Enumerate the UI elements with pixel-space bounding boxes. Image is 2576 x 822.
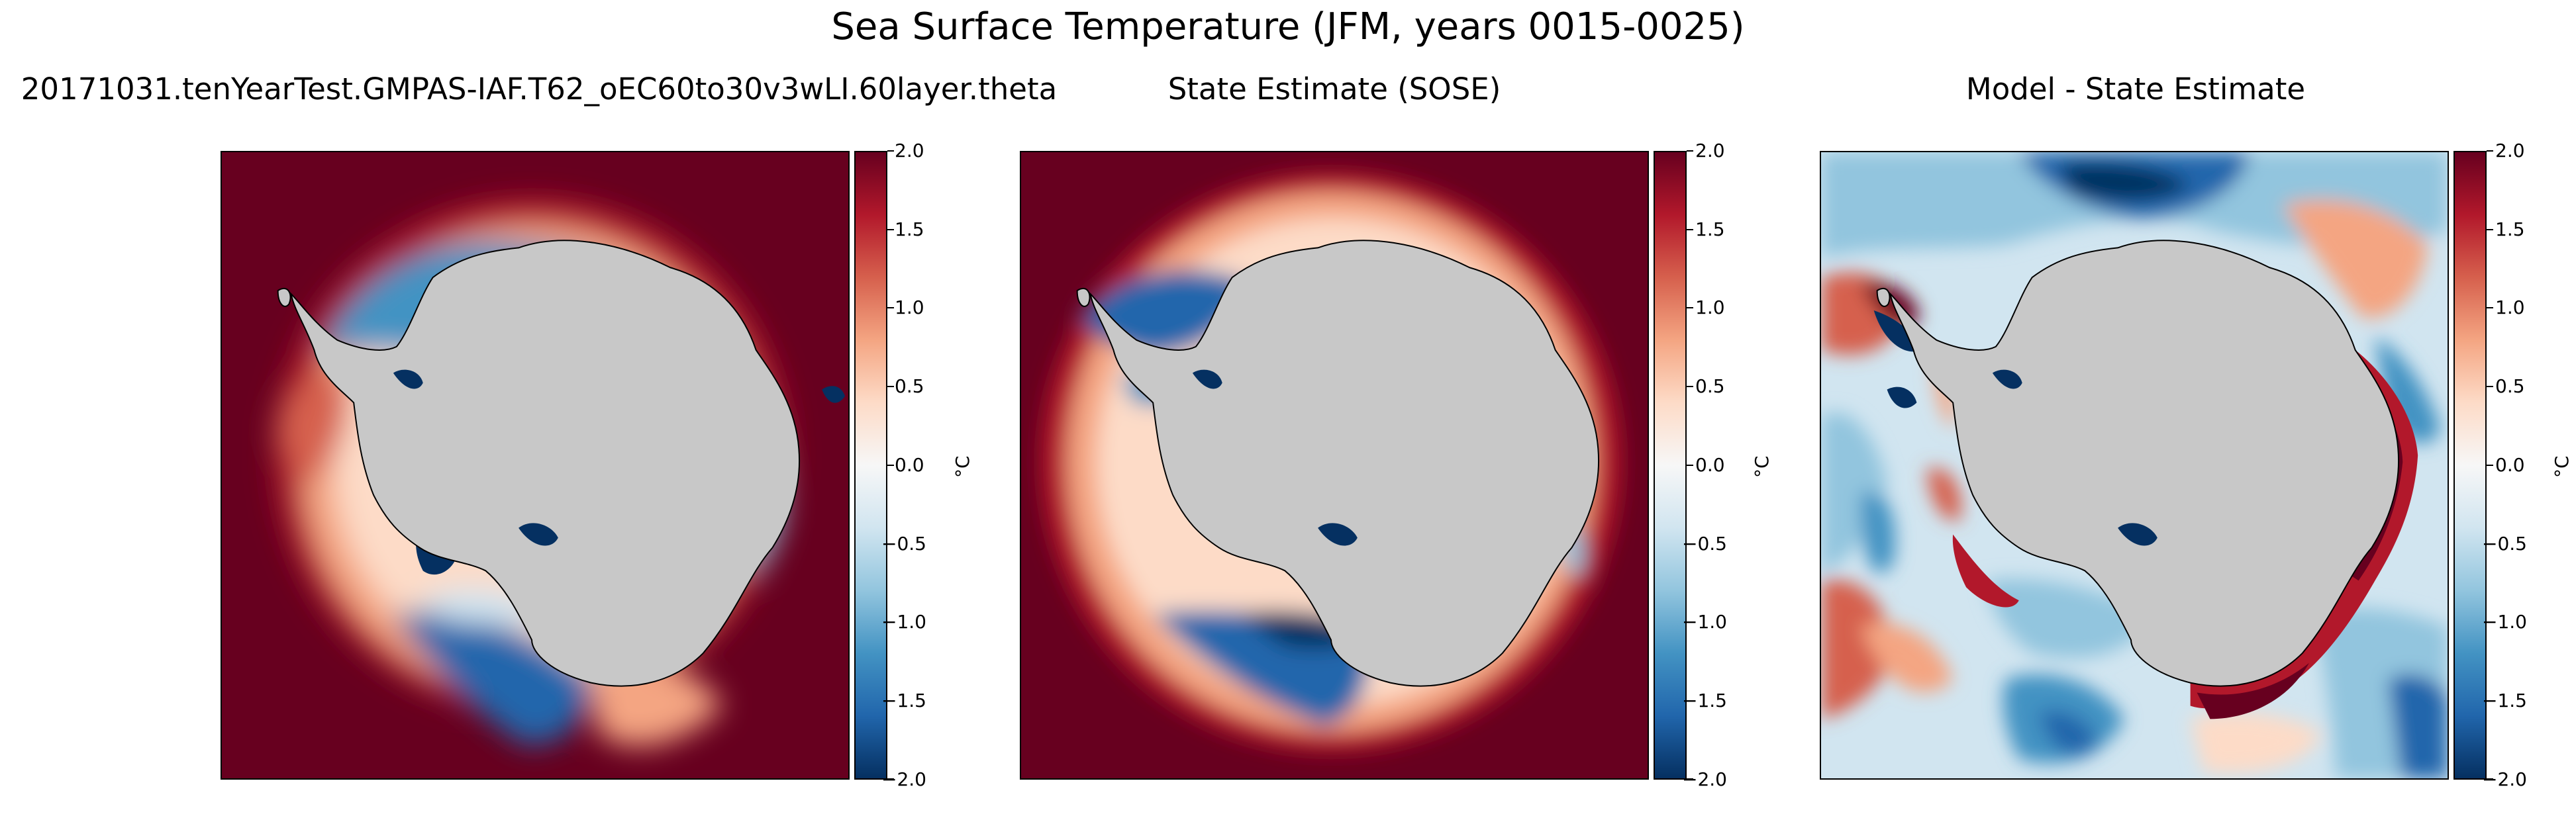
colorbar-tick-label: 1.5	[2495, 218, 2525, 240]
panel-2-colorbar	[1654, 151, 1687, 780]
colorbar-tick-label: 1.0	[1695, 297, 1725, 318]
panel-3-colorbar	[2453, 151, 2487, 780]
colorbar-tick-label: −2.0	[1682, 768, 1727, 790]
colorbar-tick-label: 1.0	[2495, 297, 2525, 318]
colorbar-tick-label: −1.0	[1682, 611, 1727, 633]
colorbar-tick-label: 0.5	[895, 375, 924, 397]
colorbar-tick-label: 1.5	[895, 218, 924, 240]
colorbar-tick-label: −2.0	[2482, 768, 2527, 790]
colorbar-tick-label: 2.0	[1695, 140, 1725, 161]
colorbar-tick-label: 2.0	[895, 140, 924, 161]
colorbar-tick-label: −0.5	[2482, 533, 2527, 555]
colorbar-tick-label: 1.0	[895, 297, 924, 318]
panel-2-colorbar-unit: °C	[1751, 455, 1773, 478]
colorbar-tick-label: 2.0	[2495, 140, 2525, 161]
panel-3-map	[1820, 151, 2449, 780]
panel-1-colorbar	[854, 151, 887, 780]
panel-1-map	[221, 151, 850, 780]
colorbar-tick-label: −2.0	[881, 768, 926, 790]
colorbar-tick-label: 0.5	[2495, 375, 2525, 397]
panel-2-map	[1020, 151, 1649, 780]
colorbar-tick-label: −1.5	[881, 690, 926, 711]
colorbar-tick-label: 1.5	[1695, 218, 1725, 240]
colorbar-tick-label: −0.5	[1682, 533, 1727, 555]
colorbar-tick-label: 0.0	[1695, 454, 1725, 476]
colorbar-tick-label: −1.5	[2482, 690, 2527, 711]
colorbar-tick-label: −0.5	[881, 533, 926, 555]
figure-title: Sea Surface Temperature (JFM, years 0015…	[831, 5, 1745, 48]
colorbar-tick-label: 0.0	[895, 454, 924, 476]
colorbar-tick-label: −1.0	[881, 611, 926, 633]
panel-3-title: Model - State Estimate	[1965, 71, 2306, 107]
colorbar-tick-label: −1.5	[1682, 690, 1727, 711]
colorbar-tick-label: 0.0	[2495, 454, 2525, 476]
panel-1-colorbar-unit: °C	[952, 455, 973, 478]
panel-3-colorbar-unit: °C	[2551, 455, 2573, 478]
panel-2-title: State Estimate (SOSE)	[1167, 71, 1501, 107]
colorbar-tick-label: −1.0	[2482, 611, 2527, 633]
panel-1-title: 20171031.tenYearTest.GMPAS-IAF.T62_oEC60…	[21, 71, 1058, 107]
colorbar-tick-label: 0.5	[1695, 375, 1725, 397]
